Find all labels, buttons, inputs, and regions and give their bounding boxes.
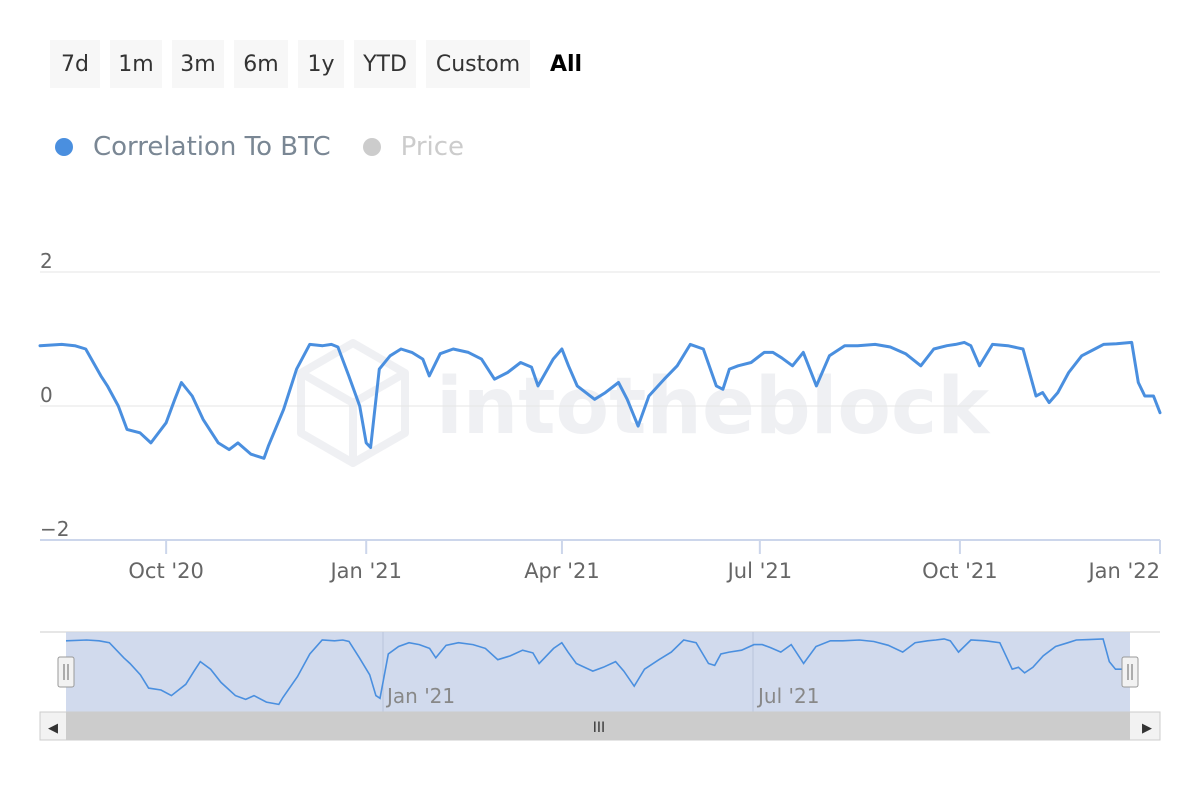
scrollbar-grip-icon: III — [593, 720, 605, 736]
legend-label-price: Price — [400, 132, 465, 162]
range-button-1m[interactable]: 1m — [110, 40, 162, 88]
scrollbar[interactable]: III ◀ ▶ — [39, 711, 1161, 741]
x-tick-label: Jul '21 — [726, 559, 793, 583]
range-button-1y[interactable]: 1y — [298, 40, 344, 88]
x-tick-label: Oct '21 — [922, 559, 997, 583]
legend-item-price[interactable]: Price — [362, 132, 465, 162]
range-button-6m[interactable]: 6m — [234, 40, 288, 88]
x-tick-label: Jan '21 — [328, 559, 402, 583]
y-tick-label: −2 — [40, 517, 69, 541]
range-button-all[interactable]: All — [549, 51, 583, 77]
navigator-label-jan21: Jan '21 — [385, 684, 455, 708]
legend: Correlation To BTC Price — [55, 132, 496, 162]
x-tick-label: Apr '21 — [524, 559, 600, 583]
navigator-handle-right[interactable] — [1121, 656, 1139, 688]
x-tick-label: Oct '20 — [128, 559, 203, 583]
y-axis: 2 0 −2 — [40, 249, 69, 541]
scrollbar-thumb[interactable] — [66, 712, 1130, 740]
navigator-handle-left[interactable] — [57, 656, 75, 688]
scroll-left-arrow-icon[interactable]: ◀ — [48, 721, 58, 736]
navigator-label-jul21: Jul '21 — [756, 684, 819, 708]
legend-dot-icon — [362, 138, 381, 156]
range-button-custom[interactable]: Custom — [426, 40, 530, 88]
navigator-series-line — [65, 638, 1131, 706]
range-button-3m[interactable]: 3m — [172, 40, 224, 88]
range-selector: 7d 1m 3m 6m 1y YTD Custom All — [50, 40, 592, 88]
y-tick-label: 0 — [40, 383, 53, 407]
series-line-correlation — [38, 340, 1162, 460]
navigator-selection[interactable] — [66, 632, 1130, 712]
range-button-ytd[interactable]: YTD — [354, 40, 416, 88]
legend-label-correlation: Correlation To BTC — [93, 132, 331, 162]
range-button-7d[interactable]: 7d — [50, 40, 100, 88]
legend-dot-icon — [55, 138, 73, 156]
y-tick-label: 2 — [40, 249, 53, 273]
scroll-right-arrow-icon[interactable]: ▶ — [1142, 721, 1152, 736]
navigator: Jan '21 Jul '21 — [40, 631, 1160, 712]
legend-item-correlation[interactable]: Correlation To BTC — [55, 132, 331, 162]
x-tick-label: Jan '22 — [1086, 559, 1160, 583]
grid — [40, 271, 1160, 407]
x-axis: Oct '20 Jan '21 Apr '21 Jul '21 Oct '21 Jan '… — [40, 539, 1161, 583]
